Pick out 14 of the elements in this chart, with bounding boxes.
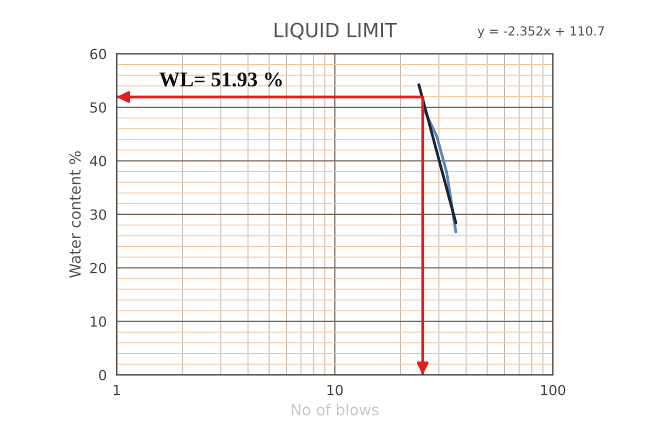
y-tick-label: 60 xyxy=(90,48,106,60)
text: y = -2.352x + 110.7 xyxy=(478,26,604,38)
y-tick-label: 20 xyxy=(90,262,106,274)
y-tick-label: 10 xyxy=(90,316,106,327)
chart-title: LIQUID LIMIT xyxy=(274,22,397,40)
y-axis-title: Water content % xyxy=(69,151,81,278)
x-tick-label: 10 xyxy=(327,384,343,396)
y-tick-label: 40 xyxy=(90,156,106,166)
annotation: WL= 51.93 % xyxy=(159,72,282,87)
y-tick-label: 30 xyxy=(90,209,106,220)
y-tick-label: 50 xyxy=(90,102,106,113)
x-tick-label: 1 xyxy=(114,385,120,396)
x-tick-label: 100 xyxy=(541,384,566,396)
y-tick-label: 0 xyxy=(99,370,106,380)
